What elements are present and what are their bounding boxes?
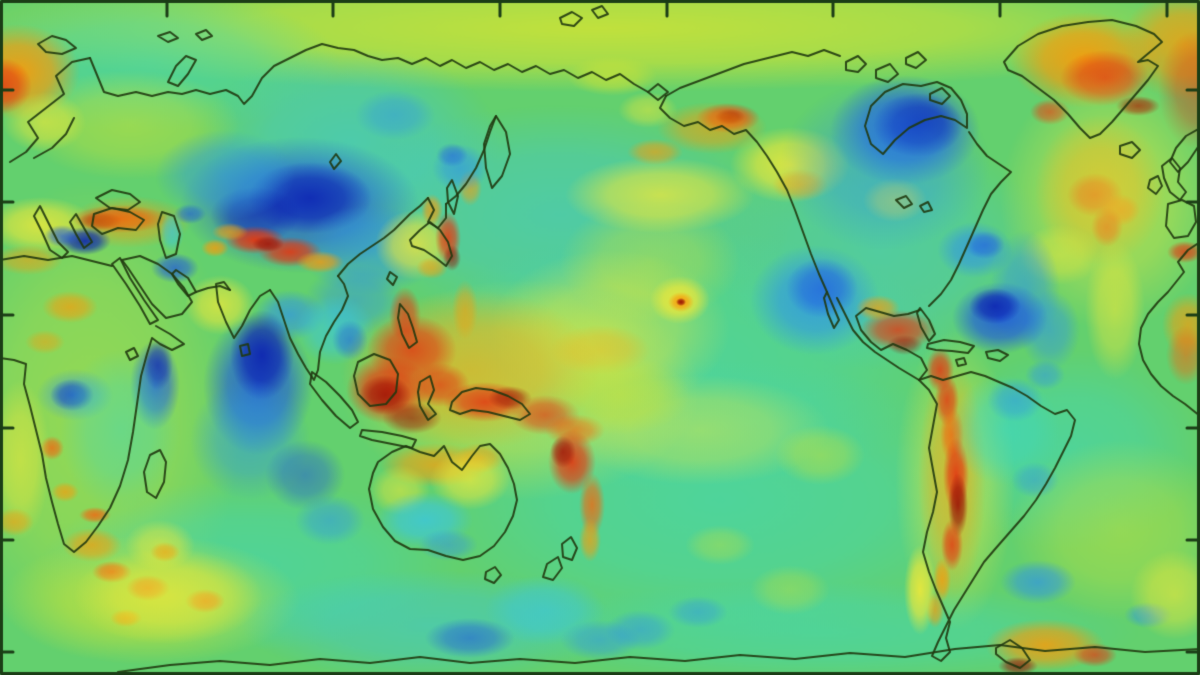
gravity-anomaly-world-map bbox=[0, 0, 1200, 675]
world-heatmap-canvas bbox=[0, 0, 1200, 675]
